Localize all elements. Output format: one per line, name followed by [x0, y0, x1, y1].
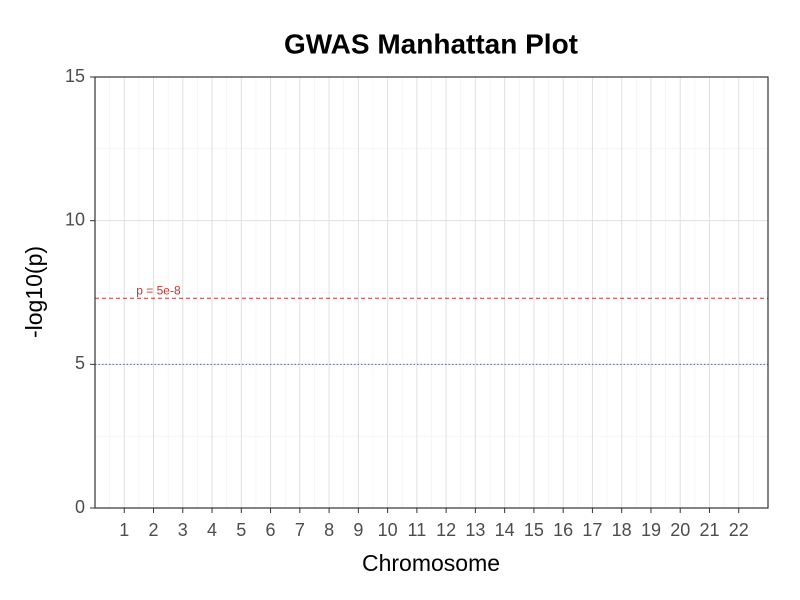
x-tick-label: 20	[670, 520, 690, 540]
y-tick-label: 15	[65, 66, 85, 86]
x-tick-label: 14	[495, 520, 515, 540]
y-tick-label: 0	[75, 497, 85, 517]
threshold-label: p = 5e-8	[136, 283, 181, 297]
x-tick-label: 22	[729, 520, 749, 540]
x-tick-label: 19	[641, 520, 661, 540]
x-tick-label: 8	[324, 520, 334, 540]
y-tick-label: 5	[75, 353, 85, 373]
x-tick-label: 11	[408, 520, 427, 540]
x-tick-label: 1	[119, 520, 129, 540]
x-tick-label: 7	[295, 520, 305, 540]
x-tick-label: 5	[236, 520, 246, 540]
x-tick-label: 12	[436, 520, 456, 540]
x-tick-label: 15	[524, 520, 544, 540]
x-tick-label: 9	[353, 520, 363, 540]
plot-border	[94, 76, 769, 509]
x-tick-label: 13	[465, 520, 485, 540]
x-tick-label: 17	[582, 520, 602, 540]
x-tick-label: 16	[553, 520, 573, 540]
y-axis-label: -log10(p)	[21, 246, 47, 338]
x-axis-label: Chromosome	[362, 550, 500, 576]
x-tick-label: 2	[149, 520, 159, 540]
x-tick-label: 3	[178, 520, 188, 540]
x-tick-label: 4	[207, 520, 217, 540]
x-tick-label: 21	[699, 520, 719, 540]
x-tick-label: 18	[612, 520, 632, 540]
y-tick-label: 10	[65, 209, 85, 229]
x-tick-label: 10	[378, 520, 398, 540]
x-tick-label: 6	[266, 520, 276, 540]
chart-title: GWAS Manhattan Plot	[284, 28, 578, 59]
